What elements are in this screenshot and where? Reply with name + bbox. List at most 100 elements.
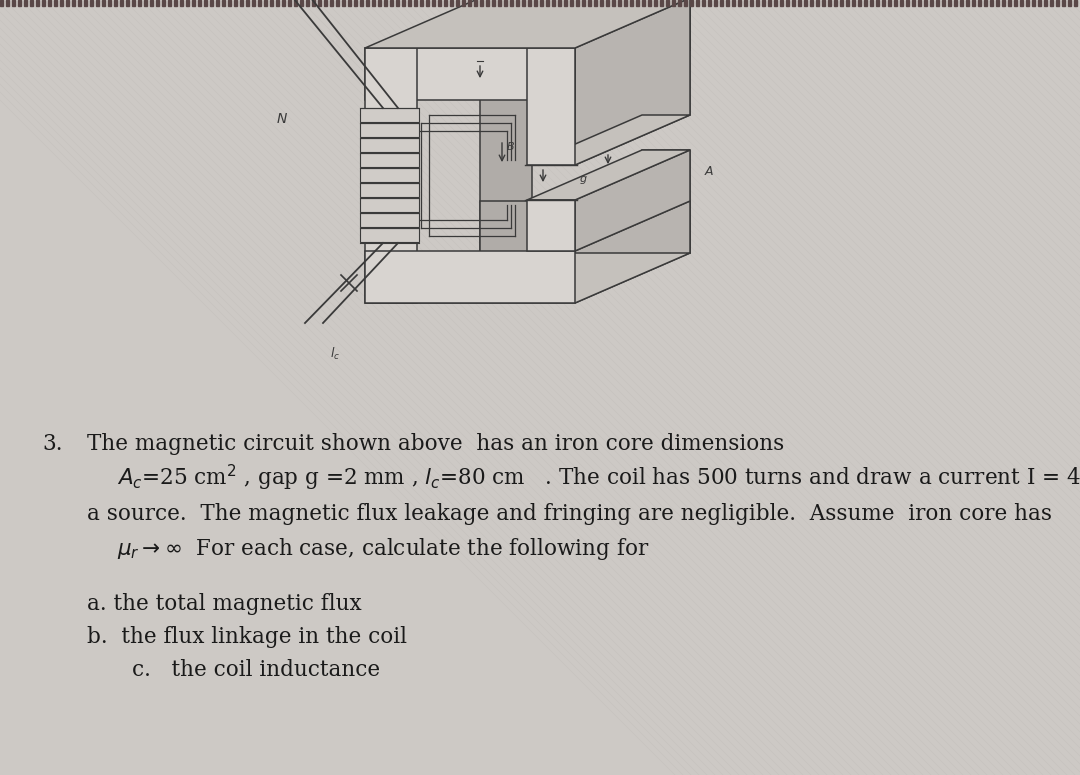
Bar [780,0,783,6]
Polygon shape [575,201,690,303]
Polygon shape [360,198,419,212]
Bar [798,0,801,6]
Bar [228,0,231,6]
Bar [132,0,135,6]
Bar [6,0,9,6]
Bar [930,0,933,6]
Bar [924,0,927,6]
Bar [1020,0,1023,6]
Bar [414,0,417,6]
Bar [60,0,63,6]
Polygon shape [480,201,690,253]
Text: a source.  The magnetic flux leakage and fringing are negligible.  Assume  iron : a source. The magnetic flux leakage and … [87,503,1052,525]
Bar [1068,0,1071,6]
Bar [1062,0,1065,6]
Bar [678,0,681,6]
Bar [810,0,813,6]
Bar [162,0,165,6]
Polygon shape [480,0,532,253]
Bar [600,0,603,6]
Bar [528,0,531,6]
Polygon shape [575,150,690,251]
Polygon shape [365,251,575,303]
Bar [204,0,207,6]
Bar [762,0,765,6]
Bar [882,0,885,6]
Bar [1008,0,1011,6]
Bar [948,0,951,6]
Text: $\mu_r$$\rightarrow$$\infty$  For each case, calculate the following for: $\mu_r$$\rightarrow$$\infty$ For each ca… [117,536,649,562]
Text: B: B [507,142,515,152]
Bar [834,0,837,6]
Text: The magnetic circuit shown above  has an iron core dimensions: The magnetic circuit shown above has an … [87,433,784,455]
Bar [522,0,525,6]
Polygon shape [360,183,419,197]
Polygon shape [360,153,419,167]
Bar [864,0,867,6]
Polygon shape [642,150,690,253]
Polygon shape [365,48,575,100]
Bar [66,0,69,6]
Bar [726,0,729,6]
Bar [168,0,171,6]
Bar [918,0,921,6]
Bar [36,0,39,6]
Bar [324,0,327,6]
Bar [156,0,159,6]
Bar [336,0,339,6]
Bar [822,0,825,6]
Bar [936,0,939,6]
Bar [828,0,831,6]
Bar [318,0,321,6]
Bar [684,0,687,6]
Bar [348,0,351,6]
Bar [306,0,309,6]
Bar [78,0,81,6]
Bar [384,0,387,6]
Bar [708,0,711,6]
Bar [1032,0,1035,6]
Polygon shape [365,48,417,303]
Bar [630,0,633,6]
Bar [282,0,285,6]
Polygon shape [360,123,419,137]
Bar [612,0,615,6]
Bar [216,0,219,6]
Bar [738,0,741,6]
Bar [744,0,747,6]
Bar [792,0,795,6]
Bar [396,0,399,6]
Bar [1038,0,1041,6]
Polygon shape [365,253,690,303]
Bar [222,0,225,6]
Bar [510,0,513,6]
Bar [1002,0,1005,6]
Bar [570,0,573,6]
Text: A: A [705,165,714,178]
Bar [192,0,195,6]
Bar [618,0,621,6]
Bar [906,0,909,6]
Bar [720,0,723,6]
Bar [300,0,303,6]
Bar [642,0,645,6]
Bar [942,0,945,6]
Bar [756,0,759,6]
Bar [198,0,201,6]
Bar [732,0,735,6]
Polygon shape [360,108,419,122]
Bar [978,0,981,6]
Bar [342,0,345,6]
Bar [696,0,699,6]
Bar [108,0,111,6]
Bar [1050,0,1053,6]
Polygon shape [527,200,575,251]
Bar [1044,0,1047,6]
Bar [354,0,357,6]
Bar [870,0,873,6]
Bar [42,0,45,6]
Bar [516,0,519,6]
Polygon shape [527,115,690,165]
Bar [72,0,75,6]
Polygon shape [360,213,419,227]
